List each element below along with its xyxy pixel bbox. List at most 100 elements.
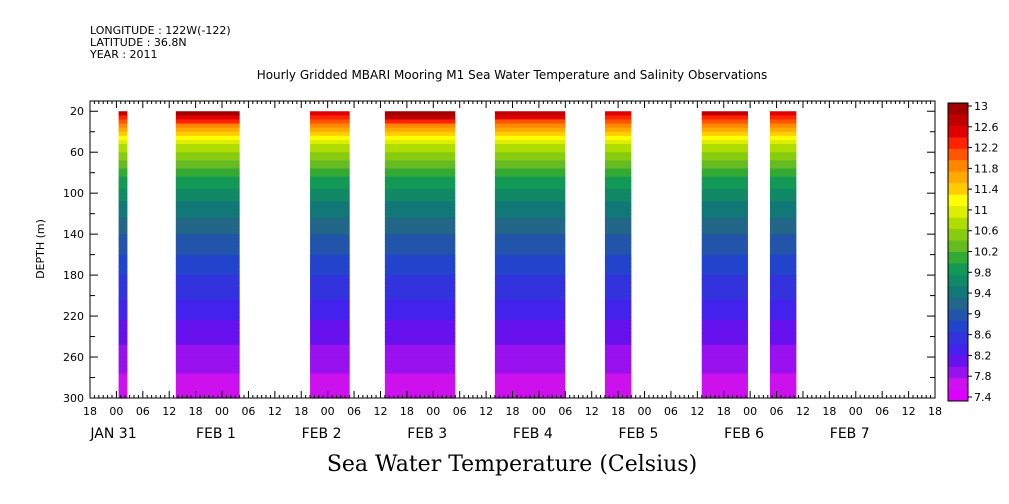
x-tick-label: 06: [136, 405, 150, 418]
temperature-band: [384, 217, 456, 223]
temperature-band: [604, 127, 632, 133]
temperature-band: [175, 357, 240, 362]
temperature-band: [494, 189, 566, 194]
temperature-band: [701, 238, 748, 243]
temperature-band: [118, 393, 128, 399]
y-axis-label: DEPTH (m): [34, 219, 47, 279]
temperature-band: [494, 258, 566, 264]
temperature-band: [118, 320, 128, 325]
temperature-band: [494, 373, 566, 379]
temperature-band: [118, 230, 128, 235]
temperature-band: [384, 221, 456, 227]
temperature-band: [310, 119, 350, 125]
temperature-band: [701, 328, 748, 334]
temperature-band: [175, 193, 240, 198]
temperature-band: [494, 230, 566, 235]
colorbar-swatch: [948, 309, 968, 322]
temperature-band: [118, 213, 128, 219]
date-label: FEB 6: [724, 426, 764, 442]
temperature-band: [769, 291, 797, 297]
temperature-band: [310, 213, 350, 219]
temperature-band: [701, 164, 748, 170]
temperature-band: [175, 348, 240, 354]
temperature-band: [310, 205, 350, 211]
temperature-band: [175, 189, 240, 194]
temperature-band: [384, 316, 456, 321]
y-tick-label: 100: [63, 187, 84, 200]
temperature-band: [310, 303, 350, 309]
temperature-band: [604, 316, 632, 321]
temperature-band: [118, 217, 128, 223]
temperature-band: [701, 213, 748, 219]
temperature-band: [310, 156, 350, 161]
x-tick-label: 12: [902, 405, 916, 418]
temperature-band: [310, 221, 350, 227]
temperature-band: [118, 168, 128, 174]
temperature-band: [494, 369, 566, 375]
temperature-band: [175, 344, 240, 350]
temperature-band: [769, 303, 797, 309]
temperature-band: [701, 340, 748, 346]
temperature-band: [604, 193, 632, 198]
colorbar-swatch: [948, 263, 968, 276]
temperature-band: [175, 242, 240, 248]
temperature-band: [310, 139, 350, 145]
temperature-band: [384, 365, 456, 370]
temperature-band: [118, 254, 128, 260]
temperature-band: [384, 111, 456, 116]
temperature-band: [494, 115, 566, 121]
temperature-band: [384, 291, 456, 297]
temperature-band: [701, 336, 748, 342]
temperature-band: [310, 393, 350, 399]
temperature-band: [769, 144, 797, 149]
temperature-band: [118, 238, 128, 243]
temperature-band: [384, 279, 456, 284]
x-tick-label: 06: [770, 405, 784, 418]
temperature-band: [384, 238, 456, 243]
colorbar-swatch: [948, 171, 968, 184]
temperature-band: [494, 324, 566, 329]
temperature-band: [384, 357, 456, 362]
temperature-band: [701, 373, 748, 379]
temperature-band: [118, 160, 128, 166]
temperature-band: [604, 148, 632, 153]
temperature-band: [175, 197, 240, 202]
temperature-band: [769, 115, 797, 121]
temperature-band: [384, 160, 456, 166]
temperature-band: [310, 287, 350, 293]
colorbar-swatch: [948, 125, 968, 138]
colorbar-swatch: [948, 320, 968, 333]
temperature-band: [701, 311, 748, 317]
colorbar-label: 11.8: [974, 162, 999, 175]
temperature-band: [310, 115, 350, 121]
temperature-band: [701, 119, 748, 125]
temperature-band: [769, 230, 797, 235]
temperature-band: [175, 156, 240, 161]
temperature-band: [384, 156, 456, 161]
temperature-band: [310, 160, 350, 166]
temperature-band: [310, 217, 350, 223]
temperature-band: [769, 295, 797, 301]
temperature-band: [604, 139, 632, 145]
temperature-band: [175, 230, 240, 235]
temperature-band: [701, 344, 748, 350]
temperature-band: [384, 389, 456, 395]
temperature-band: [769, 189, 797, 194]
temperature-band: [701, 172, 748, 178]
temperature-band: [769, 340, 797, 346]
temperature-band: [310, 295, 350, 301]
temperature-band: [175, 381, 240, 387]
temperature-band: [384, 176, 456, 182]
temperature-band: [701, 357, 748, 362]
colorbar-label: 7.8: [974, 370, 992, 383]
temperature-band: [769, 389, 797, 395]
temperature-band: [175, 352, 240, 358]
temperature-band: [494, 197, 566, 202]
temperature-band: [118, 348, 128, 354]
temperature-band: [494, 291, 566, 297]
temperature-band: [118, 324, 128, 329]
temperature-band: [701, 254, 748, 260]
temperature-band: [701, 189, 748, 194]
temperature-band: [604, 271, 632, 276]
temperature-band: [604, 279, 632, 284]
